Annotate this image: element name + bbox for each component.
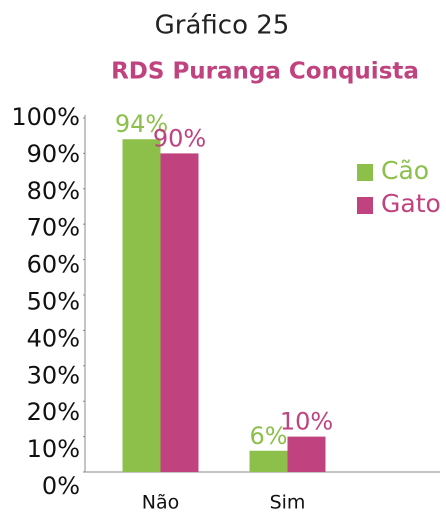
data-label: 10% (280, 408, 333, 436)
y-tick-label: 40% (27, 324, 80, 352)
legend-label: Cão (381, 156, 429, 185)
y-tick-label: 100% (11, 103, 80, 131)
data-label: 6% (249, 422, 287, 450)
bar (249, 450, 288, 472)
x-tick-label: Não (142, 492, 179, 514)
y-tick-label: 70% (27, 214, 80, 242)
data-label: 90% (153, 124, 206, 152)
legend-swatch (357, 164, 373, 181)
bar (287, 436, 326, 472)
y-tick-label: 80% (27, 177, 80, 205)
y-tick-label: 90% (27, 140, 80, 168)
legend-label: Gato (381, 189, 441, 218)
x-tick-label: Sim (270, 492, 306, 514)
y-tick-label: 10% (27, 435, 80, 463)
bar (160, 153, 199, 472)
legend-swatch (357, 197, 373, 214)
bar (122, 139, 161, 473)
chart-title: Gráfico 25 (155, 11, 290, 41)
y-tick-label: 0% (42, 472, 80, 500)
y-tick-label: 50% (27, 288, 80, 316)
chart-subtitle: RDS Puranga Conquista (111, 59, 419, 85)
y-tick-label: 20% (27, 398, 80, 426)
y-tick-label: 30% (27, 361, 80, 389)
y-tick-label: 60% (27, 251, 80, 279)
data-label: 94% (115, 110, 168, 138)
